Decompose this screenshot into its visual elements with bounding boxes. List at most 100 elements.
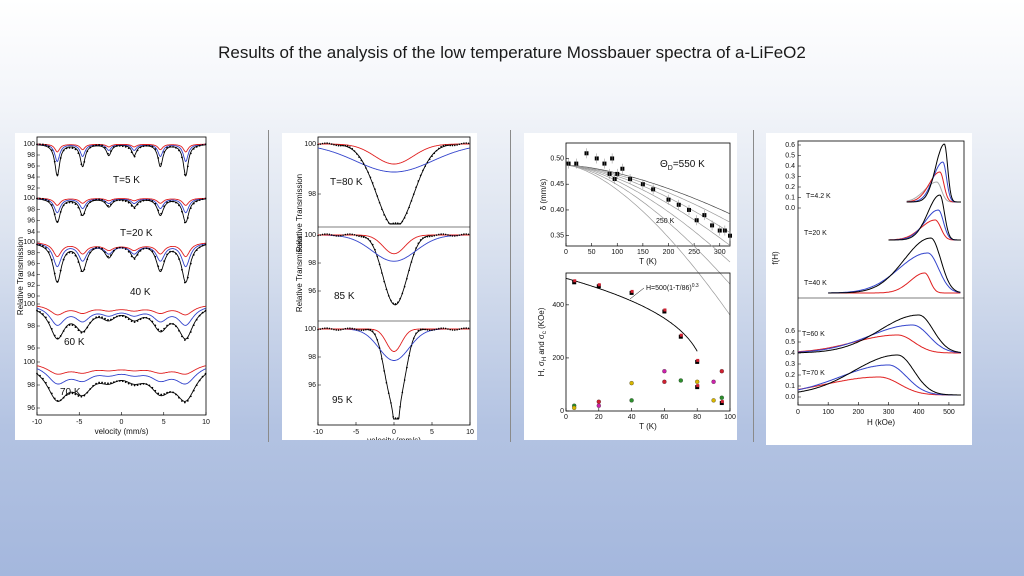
data-point <box>80 331 83 334</box>
data-point <box>36 197 38 200</box>
data-point <box>169 200 171 203</box>
y-tick-label: 96 <box>308 382 316 389</box>
data-point <box>56 173 59 176</box>
data-point <box>358 235 360 238</box>
y-tick-label: 98 <box>27 382 35 389</box>
data-point <box>98 315 101 318</box>
data-point <box>110 254 112 256</box>
slide-title: Results of the analysis of the low tempe… <box>218 43 806 62</box>
data-point <box>151 250 154 253</box>
data-point <box>383 280 385 283</box>
data-point <box>163 205 166 208</box>
y-tick-label-top: 0.3 <box>785 174 795 181</box>
data-point <box>47 251 50 253</box>
sigma-point <box>711 379 716 384</box>
x-tick-label: 200 <box>663 249 675 256</box>
data-point <box>98 381 101 384</box>
data-point <box>463 142 465 144</box>
y-tick-label: 94 <box>27 271 35 278</box>
data-point <box>456 328 458 331</box>
y-tick-label: 96 <box>27 218 35 225</box>
data-point <box>408 354 410 357</box>
data-point <box>121 247 124 249</box>
data-point <box>390 222 392 225</box>
x-tick-label: -10 <box>32 419 42 426</box>
data-point <box>433 328 436 331</box>
data-point <box>104 251 106 253</box>
data-point <box>397 222 399 224</box>
data-point <box>410 261 413 263</box>
data-point <box>385 288 388 291</box>
panel-a: -10 -5 0 5 10 velocity (mm/s) Relative Transmi… <box>15 133 230 440</box>
spectrum-2-series-2 <box>318 328 470 352</box>
y-axis-label-sub: H <box>542 357 548 361</box>
fit-label-exp: 0.3 <box>692 283 699 289</box>
data-point <box>330 328 333 330</box>
data-point <box>342 144 344 147</box>
data-point <box>326 233 328 235</box>
data-point <box>355 153 358 155</box>
data-point <box>367 238 369 240</box>
data-point <box>385 381 388 384</box>
data-point <box>139 249 142 252</box>
data-point <box>151 200 154 202</box>
data-point <box>426 161 429 164</box>
y-tick-label: 96 <box>27 261 35 268</box>
y-tick-label: 92 <box>27 185 35 192</box>
spectrum-2-series-1 <box>318 328 470 361</box>
data-point <box>92 199 95 202</box>
data-point <box>201 244 204 247</box>
data-point <box>172 323 174 325</box>
data-point <box>333 234 335 237</box>
data-point <box>403 379 406 381</box>
data-point <box>360 329 363 332</box>
data-point <box>39 197 41 200</box>
data-point <box>195 146 198 148</box>
data-point <box>42 377 44 380</box>
data-point <box>148 144 151 147</box>
sigma-point <box>711 398 716 403</box>
x-tick-label: 50 <box>588 249 596 256</box>
data-point <box>365 167 367 169</box>
data-point <box>65 202 68 205</box>
data-point <box>387 392 390 395</box>
sigma-point <box>629 380 634 386</box>
data-point <box>44 316 47 319</box>
data-point <box>89 388 92 390</box>
data-point <box>319 143 322 145</box>
y-tick-label: 100 <box>304 232 316 239</box>
data-point <box>86 258 89 261</box>
data-point <box>183 221 186 224</box>
data-point <box>62 149 65 152</box>
y-tick-label-bottom: 0.0 <box>785 394 795 401</box>
data-point <box>175 252 177 255</box>
data-point <box>440 327 442 329</box>
data-point <box>101 247 103 250</box>
data-point <box>358 156 360 158</box>
data-point <box>148 199 151 202</box>
data-point <box>376 255 379 258</box>
data-point <box>92 144 95 147</box>
data-point <box>195 249 198 252</box>
data-point <box>139 383 142 386</box>
data-point <box>133 258 136 260</box>
data-point <box>181 268 183 271</box>
sigma-point <box>662 379 667 384</box>
data-point <box>422 237 424 239</box>
data-point <box>95 198 98 201</box>
data-point <box>360 159 363 162</box>
data-point <box>166 146 169 149</box>
stack-label-4: 70 K <box>60 387 81 398</box>
data-point <box>447 144 449 147</box>
data-point <box>201 144 204 146</box>
data-point <box>198 314 201 317</box>
data-point <box>444 144 447 147</box>
data-point <box>59 157 62 159</box>
data-point <box>374 333 376 335</box>
data-point <box>71 201 74 204</box>
data-point <box>353 234 356 236</box>
data-point <box>104 201 106 203</box>
data-point <box>112 200 115 203</box>
data-point <box>151 145 154 148</box>
data-point <box>166 324 169 327</box>
